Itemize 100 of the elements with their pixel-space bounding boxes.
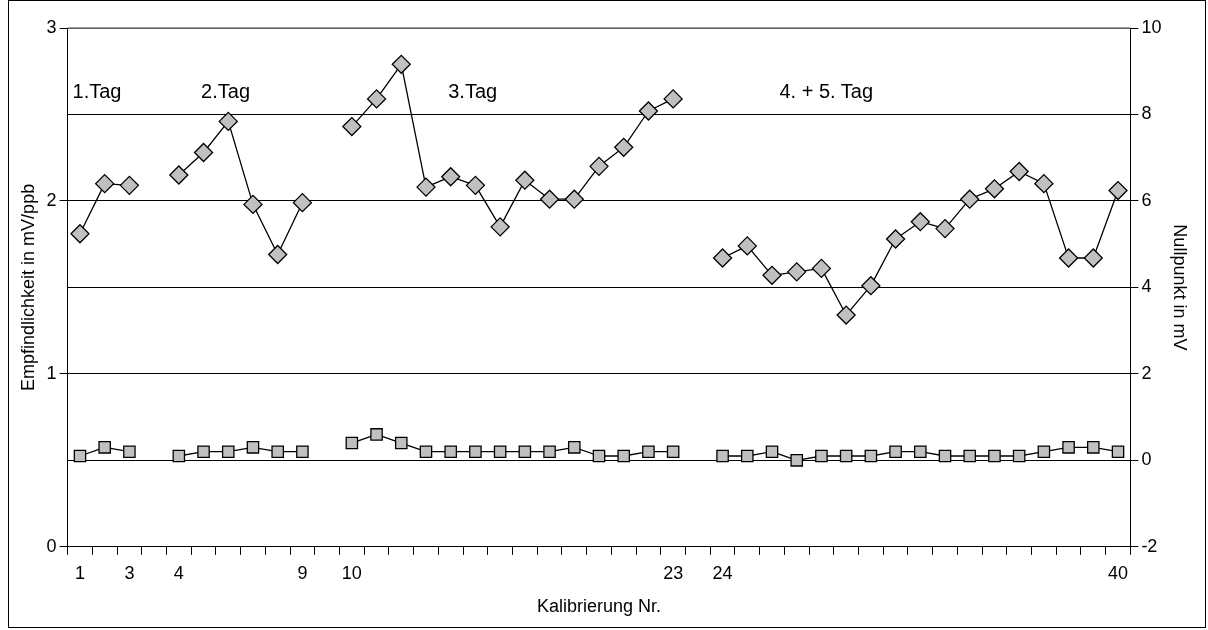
point <box>765 445 779 458</box>
point <box>490 217 510 237</box>
point <box>1058 248 1079 268</box>
point <box>762 265 782 285</box>
point <box>1009 161 1029 182</box>
point <box>836 305 856 325</box>
point <box>95 173 115 194</box>
point <box>370 428 383 441</box>
point <box>984 179 1005 199</box>
x-axis-title: Kalibrierung Nr. <box>536 596 662 617</box>
x-tick-label: 4 <box>173 562 184 583</box>
point <box>1108 180 1128 201</box>
point <box>73 449 87 463</box>
point <box>567 441 581 454</box>
point <box>811 258 832 279</box>
point <box>787 262 807 282</box>
point <box>963 449 977 463</box>
point <box>416 177 436 197</box>
point <box>469 445 482 458</box>
point <box>169 165 189 185</box>
point <box>617 449 631 463</box>
point <box>564 189 584 209</box>
point <box>712 248 733 268</box>
point <box>441 167 461 187</box>
point <box>515 170 535 190</box>
y-tick-label: 0 <box>46 535 57 556</box>
point <box>543 445 556 458</box>
y2-tick-label: 8 <box>1141 103 1152 124</box>
point <box>493 445 507 458</box>
point <box>391 54 411 74</box>
point <box>539 189 560 209</box>
point <box>342 116 362 137</box>
point <box>861 276 881 296</box>
point <box>243 194 263 215</box>
point <box>889 445 902 458</box>
point <box>589 156 609 176</box>
point <box>444 445 458 458</box>
point <box>815 449 828 463</box>
point <box>1037 445 1051 458</box>
point <box>218 111 238 132</box>
x-tick-label: 9 <box>297 562 308 583</box>
x-tick-label: 1 <box>74 562 85 583</box>
point <box>119 175 140 196</box>
point <box>172 449 186 463</box>
point <box>1087 441 1100 454</box>
point <box>296 445 309 458</box>
y2-axis-title: Nullpunkt in mV <box>1170 224 1191 351</box>
y2-tick-label: 2 <box>1141 362 1152 383</box>
point <box>1111 445 1125 458</box>
point <box>988 449 1001 463</box>
point <box>123 445 136 458</box>
point <box>419 445 433 458</box>
point <box>737 236 757 256</box>
point <box>938 449 952 463</box>
y2-tick-label: 0 <box>1141 449 1152 470</box>
y-tick-label: 3 <box>46 16 57 37</box>
point <box>614 137 634 157</box>
point <box>663 89 683 109</box>
point <box>935 218 955 239</box>
point <box>193 142 214 163</box>
annotation: 4. + 5. Tag <box>779 79 874 102</box>
point <box>268 244 288 265</box>
annotation: 1.Tag <box>72 79 122 102</box>
point <box>292 193 313 213</box>
point <box>910 212 930 232</box>
annotation: 3.Tag <box>448 79 498 102</box>
point <box>638 101 659 121</box>
point <box>716 449 729 463</box>
point <box>1034 173 1054 194</box>
y2-tick-label: 6 <box>1141 189 1152 210</box>
point <box>666 445 680 458</box>
point <box>271 445 284 458</box>
point <box>1062 441 1075 454</box>
point <box>592 449 606 463</box>
y-axis-title: Empfindlichkeit in mV/ppb <box>17 183 38 391</box>
y2-tick-label: 4 <box>1141 276 1152 297</box>
point <box>960 189 980 209</box>
x-tick-label: 10 <box>341 562 362 583</box>
point <box>740 449 754 463</box>
point <box>345 436 359 450</box>
point <box>465 175 486 196</box>
point <box>790 454 804 467</box>
annotation: 2.Tag <box>201 79 251 102</box>
point <box>518 445 532 458</box>
y-tick-label: 1 <box>46 362 57 383</box>
point <box>1012 449 1026 463</box>
point <box>913 445 927 458</box>
x-tick-label: 23 <box>663 562 684 583</box>
point <box>885 229 906 249</box>
y2-tick-label: 10 <box>1141 16 1162 37</box>
x-tick-label: 40 <box>1108 562 1129 583</box>
point <box>246 441 260 454</box>
point <box>197 445 210 458</box>
x-tick-label: 24 <box>712 562 733 583</box>
point <box>642 445 655 458</box>
point <box>221 445 235 458</box>
point <box>839 449 853 463</box>
point <box>98 441 111 454</box>
point <box>394 436 408 450</box>
point <box>366 89 387 109</box>
